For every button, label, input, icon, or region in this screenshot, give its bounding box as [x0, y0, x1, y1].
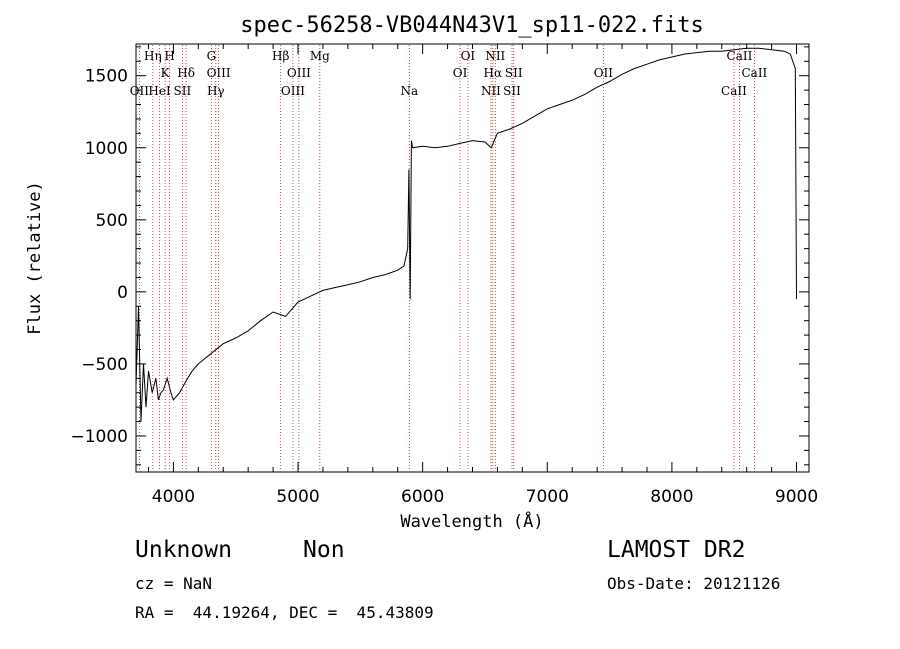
- x-tick-label: 9000: [775, 487, 818, 507]
- line-label: Na: [400, 84, 418, 98]
- line-label: Hη: [144, 49, 162, 63]
- line-label: SII: [505, 66, 523, 80]
- line-label: NII: [485, 49, 505, 63]
- y-axis-label: Flux (relative): [25, 181, 45, 335]
- x-axis-label: Wavelength (Å): [400, 510, 543, 532]
- y-tick-label: −500: [81, 355, 128, 375]
- line-label: OII: [130, 84, 150, 98]
- line-label: G: [207, 49, 217, 63]
- y-tick-label: 1500: [85, 67, 128, 87]
- line-label: CaII: [727, 49, 753, 63]
- line-label: H: [164, 49, 174, 63]
- line-label: OIII: [281, 84, 305, 98]
- x-tick-label: 8000: [650, 487, 693, 507]
- line-label: K: [161, 66, 171, 80]
- line-label: NII: [481, 84, 501, 98]
- line-label: Hβ: [272, 49, 289, 63]
- object-subclass: Non: [303, 537, 345, 563]
- y-tick-label: 500: [96, 211, 128, 231]
- line-label: Hα: [484, 66, 503, 80]
- line-label: OII: [594, 66, 614, 80]
- spectrum-line: [135, 47, 797, 422]
- line-label: OIII: [207, 66, 231, 80]
- line-label: OI: [461, 49, 476, 63]
- line-label: SII: [174, 84, 192, 98]
- line-label: CaII: [721, 84, 747, 98]
- axis-ticks: 4000 5000 6000 7000 8000 9000 −1000 −500 0 500 100…: [70, 44, 818, 507]
- x-tick-label: 5000: [276, 487, 319, 507]
- x-tick-label: 4000: [152, 487, 195, 507]
- y-tick-label: 1000: [85, 139, 128, 159]
- x-tick-label: 7000: [526, 487, 569, 507]
- line-label: Hγ: [207, 84, 225, 98]
- observation-date: Obs-Date: 20121126: [607, 574, 781, 593]
- spectral-line-markers: [138, 45, 755, 471]
- plot-frame: [135, 43, 810, 473]
- chart-title: spec-56258-VB044N43V1_sp11-022.fits: [240, 13, 704, 38]
- line-label: SII: [503, 84, 521, 98]
- y-tick-label: 0: [117, 283, 128, 303]
- spectral-line-labels: OII Hη HeI KH SII Hδ G Hγ OIII Hβ OIII OIII Mg Na OI OI…: [130, 49, 768, 98]
- survey-name: LAMOST DR2: [607, 537, 746, 563]
- redshift-value: cz = NaN: [135, 574, 213, 593]
- line-label: HeI: [148, 84, 171, 98]
- y-tick-label: −1000: [70, 427, 128, 447]
- line-label: OI: [453, 66, 468, 80]
- line-label: Mg: [310, 49, 330, 63]
- object-class: Unknown: [135, 537, 232, 563]
- line-label: CaII: [741, 66, 767, 80]
- x-tick-label: 6000: [401, 487, 444, 507]
- line-label: Hδ: [177, 66, 195, 80]
- coordinates: RA = 44.19264, DEC = 45.43809: [135, 603, 434, 622]
- line-label: OIII: [287, 66, 311, 80]
